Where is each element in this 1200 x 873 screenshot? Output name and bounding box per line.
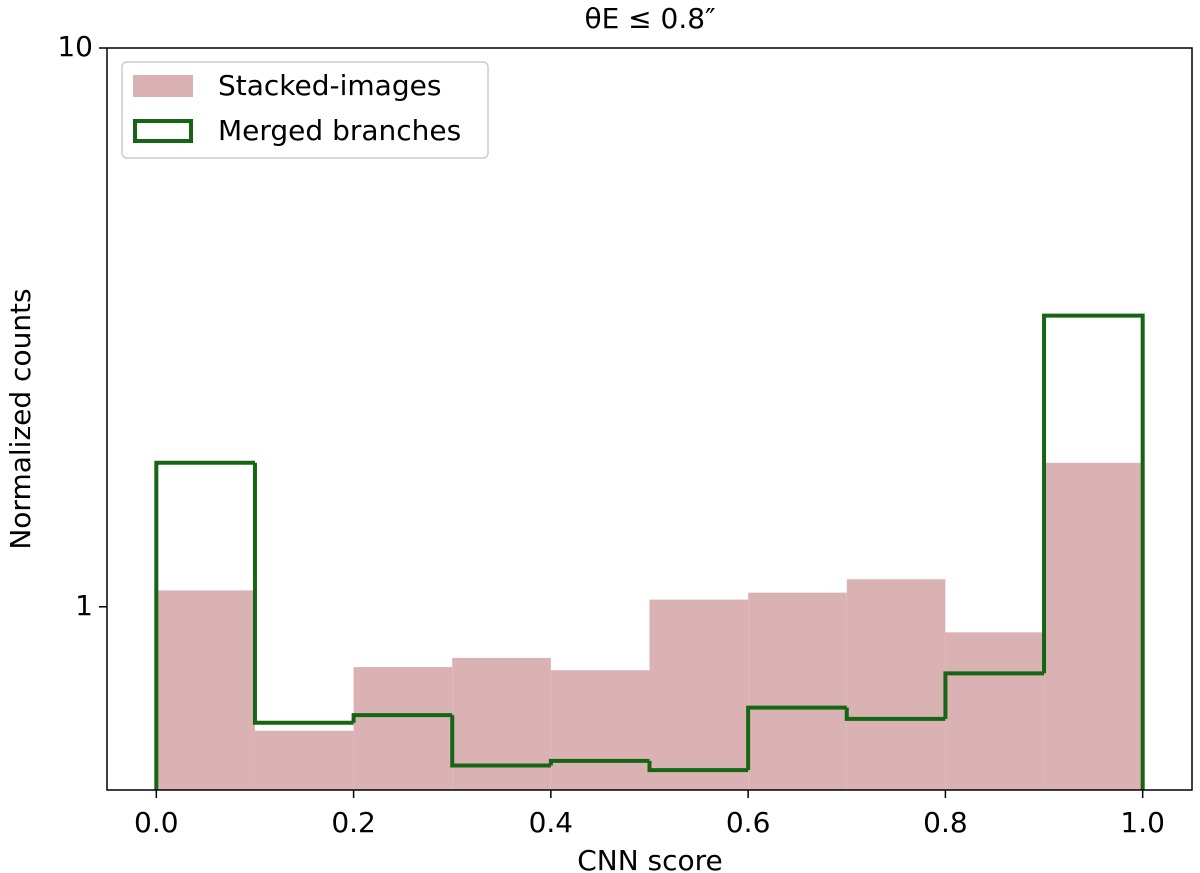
- bar: [452, 657, 551, 790]
- step-segment: [1042, 313, 1145, 790]
- x-axis-label: CNN score: [577, 844, 723, 873]
- bar: [550, 670, 650, 790]
- step-segment: [252, 462, 354, 725]
- x-tick-label: 0.8: [923, 806, 968, 839]
- bar: [1044, 462, 1143, 790]
- x-tick-label: 0.4: [529, 806, 574, 839]
- legend-box: [121, 61, 489, 159]
- bar: [254, 730, 354, 790]
- legend-swatch: [133, 119, 193, 143]
- step-segment: [647, 760, 749, 773]
- x-tick-label: 0.2: [331, 806, 376, 839]
- legend-label: Merged branches: [218, 114, 461, 147]
- bar: [846, 579, 946, 790]
- step-segment: [943, 671, 1045, 719]
- plot-frame: [106, 47, 1193, 791]
- y-tick-label: 10: [57, 30, 93, 63]
- legend-label: Stacked-images: [218, 69, 441, 102]
- x-tick-label: 1.0: [1120, 806, 1165, 839]
- y-axis-label: Normalized counts: [4, 288, 37, 549]
- step-segment: [450, 715, 551, 768]
- legend-swatch: [133, 75, 193, 97]
- x-tick-label: 0.6: [726, 806, 771, 839]
- chart-title: θE ≤ 0.8″: [584, 2, 715, 35]
- step-segment: [351, 713, 453, 723]
- bar: [748, 592, 847, 790]
- bar: [649, 599, 749, 790]
- x-tick-label: 0.0: [134, 806, 179, 839]
- bar: [156, 590, 255, 790]
- bar: [353, 667, 453, 790]
- y-tick-label: 1: [75, 589, 93, 622]
- step-segment: [548, 758, 650, 766]
- step-segment: [746, 705, 847, 771]
- bar: [945, 632, 1045, 790]
- step-segment: [154, 460, 255, 790]
- step-segment: [844, 707, 946, 721]
